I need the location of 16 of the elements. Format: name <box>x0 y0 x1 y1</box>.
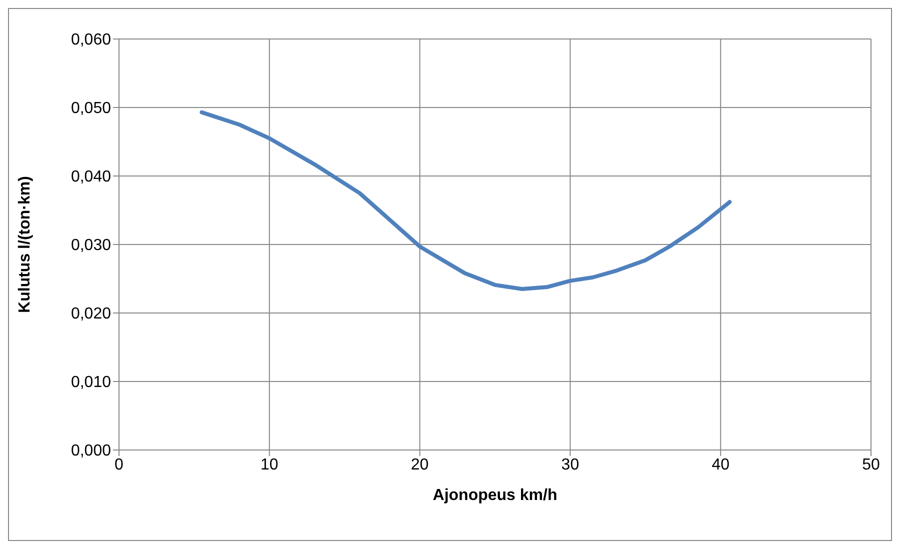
y-tick-label: 0,010 <box>70 374 112 392</box>
x-tick-label: 30 <box>561 456 580 474</box>
x-tick-label: 0 <box>114 456 124 474</box>
line-series <box>200 110 732 292</box>
y-axis-title: Kulutus l/(ton·km) <box>16 176 34 313</box>
y-tick-label: 0,040 <box>70 168 112 186</box>
y-tick-label: 0,000 <box>70 442 112 460</box>
y-tick-label: 0,050 <box>70 100 112 118</box>
x-tick-label: 50 <box>862 456 880 474</box>
x-axis-title: Ajonopeus km/h <box>432 487 558 504</box>
y-tick-label: 0,020 <box>70 306 112 323</box>
x-tick-label: 20 <box>410 456 429 474</box>
y-tick-label: 0,030 <box>70 237 112 254</box>
x-tick-label: 10 <box>260 456 278 474</box>
y-tick-label: 0,060 <box>70 32 112 49</box>
x-tick-label: 40 <box>712 456 730 474</box>
